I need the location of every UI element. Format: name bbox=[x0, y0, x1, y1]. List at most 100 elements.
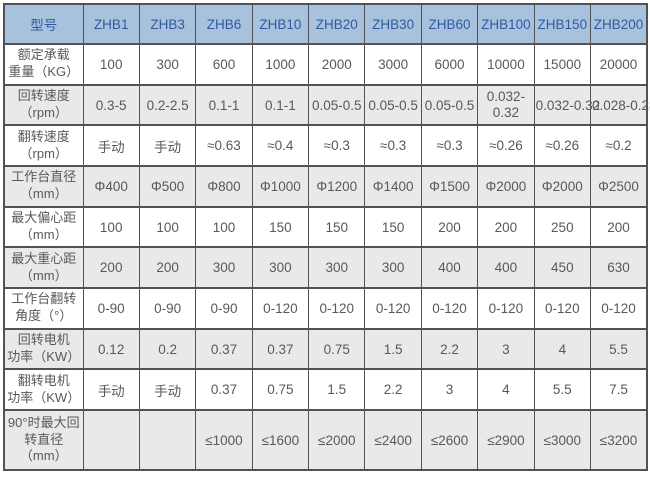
value-cell: 1000 bbox=[251, 43, 310, 86]
value-cell: 0.032-0.32 bbox=[477, 83, 535, 127]
value-cell: Φ500 bbox=[138, 165, 197, 208]
value-cell: 150 bbox=[308, 205, 366, 249]
value-cell: 3 bbox=[420, 368, 479, 412]
value-cell: ≈0.4 bbox=[251, 124, 310, 168]
row-label-line: 功率（KW） bbox=[7, 389, 81, 405]
value-cell: ≤1600 bbox=[251, 409, 310, 471]
value-cell: ≤2900 bbox=[477, 409, 535, 471]
row-label-line: 转直径（mm） bbox=[19, 431, 68, 464]
spec-table: 型号 ZHB1 ZHB3 ZHB6 ZHB10 ZHB20 ZHB30 ZHB60 ZHB10… bbox=[3, 3, 650, 471]
header-cell-model: ZHB100 bbox=[477, 3, 535, 45]
value-cell: Φ800 bbox=[195, 165, 253, 208]
row-label: 回转电机 功率（KW） bbox=[3, 327, 84, 371]
value-cell: 0.37 bbox=[195, 368, 253, 412]
value-cell: 400 bbox=[420, 246, 479, 290]
header-cell-model: ZHB60 bbox=[420, 3, 479, 45]
value-cell: 200 bbox=[420, 205, 479, 249]
value-cell: 300 bbox=[364, 246, 422, 290]
value-cell: 0.1-1 bbox=[195, 83, 253, 127]
value-cell: 100 bbox=[195, 205, 253, 249]
row-label-line: （rpm） bbox=[19, 145, 68, 161]
value-cell: 300 bbox=[138, 43, 197, 86]
value-cell: 5.5 bbox=[590, 327, 648, 371]
row-label-line: 工作台直径 bbox=[11, 169, 77, 185]
value-cell: 0.12 bbox=[82, 327, 140, 371]
header-cell-model: ZHB20 bbox=[308, 3, 366, 45]
value-cell: Φ2500 bbox=[590, 165, 648, 208]
value-cell: 3000 bbox=[364, 43, 422, 86]
row-label-line: 90°时最大回 bbox=[7, 414, 80, 430]
value-cell: 1.5 bbox=[364, 327, 422, 371]
value-cell: 15000 bbox=[533, 43, 592, 86]
table-row: 最大重心距 （mm） 200 200 300 300 300 300 400 400 450 630 bbox=[3, 246, 648, 290]
row-label-line: 额定承载 bbox=[17, 47, 70, 63]
value-cell: 200 bbox=[82, 246, 140, 290]
value-cell: Φ2000 bbox=[533, 165, 592, 208]
value-cell: Φ2000 bbox=[477, 165, 535, 208]
value-cell: 0-120 bbox=[533, 287, 592, 330]
row-label: 最大偏心距 （mm） bbox=[3, 205, 84, 249]
value-cell: Φ400 bbox=[82, 165, 140, 208]
value-cell: ≤2000 bbox=[308, 409, 366, 471]
header-cell-model: ZHB150 bbox=[533, 3, 592, 45]
row-label: 90°时最大回 转直径（mm） bbox=[3, 409, 84, 471]
row-label-line: （mm） bbox=[19, 267, 68, 283]
value-cell: 0-120 bbox=[477, 287, 535, 330]
row-label-line: （mm） bbox=[19, 227, 68, 243]
row-label: 额定承载 重量（KG） bbox=[3, 43, 84, 86]
value-cell: 7.5 bbox=[590, 368, 648, 412]
value-cell: 2000 bbox=[308, 43, 366, 86]
row-label-line: （rpm） bbox=[19, 105, 68, 120]
header-cell-model: ZHB6 bbox=[195, 3, 253, 45]
row-label: 翻转电机 功率（KW） bbox=[3, 368, 84, 412]
value-cell: ≈0.3 bbox=[308, 124, 366, 168]
value-cell: 0-120 bbox=[251, 287, 310, 330]
table-row: 回转速度 （rpm） 0.3-5 0.2-2.5 0.1-1 0.1-1 0.05-0.5 0… bbox=[3, 83, 650, 127]
value-cell: 手动 bbox=[82, 124, 140, 168]
row-label-line: 回转速度 bbox=[17, 88, 70, 104]
value-cell: ≤2400 bbox=[364, 409, 422, 471]
value-cell: Φ1000 bbox=[251, 165, 310, 208]
value-cell: 450 bbox=[533, 246, 592, 290]
value-cell: 150 bbox=[251, 205, 310, 249]
row-label-line: 工作台翻转 bbox=[11, 291, 77, 307]
value-cell: Φ1500 bbox=[420, 165, 479, 208]
value-cell: ≈0.26 bbox=[533, 124, 592, 168]
value-cell: 0.05-0.5 bbox=[420, 83, 479, 127]
header-row: 型号 ZHB1 ZHB3 ZHB6 ZHB10 ZHB20 ZHB30 ZHB60 ZHB10… bbox=[3, 3, 648, 45]
value-cell: 2.2 bbox=[364, 368, 422, 412]
value-cell: 0.75 bbox=[251, 368, 310, 412]
header-cell-model-label: 型号 bbox=[3, 3, 84, 45]
row-label: 翻转速度 （rpm） bbox=[3, 124, 84, 168]
value-cell: 200 bbox=[477, 205, 535, 249]
value-cell: 0.05-0.5 bbox=[364, 83, 422, 127]
row-label-line: 回转电机 bbox=[17, 332, 70, 348]
value-cell: 600 bbox=[195, 43, 253, 86]
value-cell: Φ1200 bbox=[308, 165, 366, 208]
row-label-line: 角度（°） bbox=[15, 308, 73, 324]
value-cell: 100 bbox=[82, 205, 140, 249]
value-cell: 0-120 bbox=[364, 287, 422, 330]
table-row: 回转电机 功率（KW） 0.12 0.2 0.37 0.37 0.75 1.5 2.2 3 4 5.5 bbox=[3, 327, 648, 371]
header-cell-model: ZHB30 bbox=[364, 3, 422, 45]
row-label: 回转速度 （rpm） bbox=[3, 83, 84, 127]
row-label: 工作台翻转 角度（°） bbox=[3, 287, 84, 330]
row-label-line: （mm） bbox=[19, 186, 68, 202]
table-row: 90°时最大回 转直径（mm） ≤1000 ≤1600 ≤2000 ≤2400 ≤2600 ≤… bbox=[3, 409, 648, 471]
row-label-line: 功率（KW） bbox=[7, 349, 81, 365]
value-cell: ≈0.26 bbox=[477, 124, 535, 168]
value-cell: Φ1400 bbox=[364, 165, 422, 208]
table-row: 翻转电机 功率（KW） 手动 手动 0.37 0.75 1.5 2.2 3 4 5.5 7.5 bbox=[3, 368, 648, 412]
value-cell: 0.028-0.28 bbox=[590, 83, 650, 127]
value-cell: 300 bbox=[195, 246, 253, 290]
header-cell-model: ZHB1 bbox=[82, 3, 140, 45]
value-cell: ≤2600 bbox=[420, 409, 479, 471]
row-label: 工作台直径 （mm） bbox=[3, 165, 84, 208]
value-cell: 4 bbox=[533, 327, 592, 371]
value-cell: ≤3200 bbox=[590, 409, 648, 471]
value-cell: 0-90 bbox=[82, 287, 140, 330]
value-cell: 300 bbox=[251, 246, 310, 290]
table-row: 工作台翻转 角度（°） 0-90 0-90 0-90 0-120 0-120 0-120 0-1… bbox=[3, 287, 648, 330]
value-cell: 630 bbox=[590, 246, 648, 290]
